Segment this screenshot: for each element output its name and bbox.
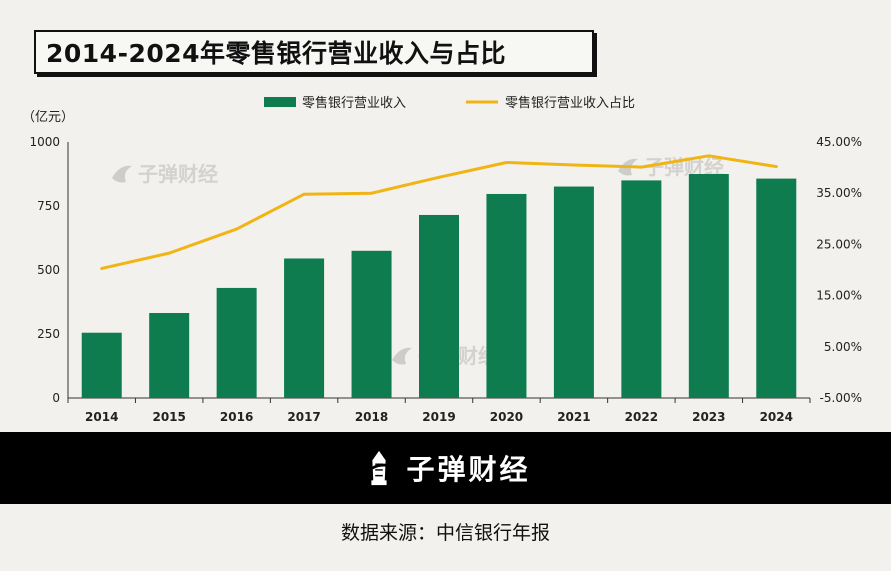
y-right-tick-label: -5.00%: [820, 391, 862, 405]
legend: 零售银行营业收入 零售银行营业收入占比: [264, 95, 635, 111]
share-point-2024: [774, 165, 778, 169]
y-right-tick-label: 15.00%: [816, 289, 862, 303]
share-point-2016: [235, 227, 239, 231]
y-right-tick-label: 45.00%: [816, 135, 862, 149]
bar-2020: [486, 193, 527, 398]
bar-2015: [149, 313, 190, 398]
y-left-tick-label: 500: [37, 263, 60, 277]
bar-2023: [688, 174, 729, 398]
share-point-2022: [639, 165, 643, 169]
x-tick-label: 2014: [85, 410, 118, 424]
legend-label-bar: 零售银行营业收入: [302, 95, 406, 111]
legend-swatch-bar: [264, 97, 296, 107]
x-tick-label: 2020: [490, 410, 523, 424]
share-point-2021: [572, 163, 576, 167]
share-point-2023: [707, 154, 711, 158]
legend-label-line: 零售银行营业收入占比: [505, 95, 635, 111]
y-right-tick-label: 35.00%: [816, 186, 862, 200]
x-tick-label: 2021: [557, 410, 590, 424]
bar-2014: [81, 332, 122, 398]
x-tick-label: 2015: [152, 410, 185, 424]
brand-name: 子弹财经: [406, 453, 531, 486]
y-left-tick-label: 250: [37, 327, 60, 341]
y-left-tick-label: 750: [37, 199, 60, 213]
y-right-axis-labels: -5.00% 5.00% 15.00% 25.00% 35.00% 45.00%: [816, 135, 862, 405]
footer-banner: 子弹财经: [0, 432, 891, 504]
x-tick-label: 2016: [220, 410, 253, 424]
share-point-2019: [437, 175, 441, 179]
bar-2024: [756, 178, 797, 398]
line-series: [100, 154, 778, 270]
share-point-2020: [504, 160, 508, 164]
share-point-2017: [302, 192, 306, 196]
brand: 子弹财经: [360, 448, 530, 488]
data-source: 数据来源：中信银行年报: [340, 522, 550, 544]
x-tick-label: 2017: [287, 410, 320, 424]
bars: [81, 174, 797, 398]
share-point-2014: [100, 266, 104, 270]
y-right-tick-label: 25.00%: [816, 237, 862, 251]
x-tick-label: 2023: [692, 410, 725, 424]
bar-2019: [419, 214, 459, 398]
x-tick-label: 2022: [625, 410, 658, 424]
chart-area: 子弹财经 子弹财经 子弹财经 零售银行营业收入 零售银行营业收入占比 （亿元） …: [22, 95, 862, 424]
svg-text:子弹财经: 子弹财经: [138, 162, 218, 186]
bar-2018: [351, 250, 392, 398]
share-point-2015: [167, 251, 171, 255]
bar-2022: [621, 180, 662, 398]
x-tick-label: 2024: [760, 410, 793, 424]
x-tick-label: 2019: [422, 410, 455, 424]
chart-title-box: 2014-2024年零售银行营业收入与占比: [34, 30, 594, 74]
y-left-tick-label: 0: [52, 391, 60, 405]
x-tick-label: 2018: [355, 410, 388, 424]
y-left-axis-labels: 0 250 500 750 1000: [29, 135, 60, 405]
watermark-top: 子弹财经: [112, 162, 218, 186]
y-axis-unit-label: （亿元）: [22, 110, 74, 125]
chart-title: 2014-2024年零售银行营业收入与占比: [46, 39, 507, 68]
share-point-2018: [370, 191, 374, 195]
y-right-tick-label: 5.00%: [824, 340, 862, 354]
bar-2021: [553, 186, 594, 398]
x-axis-labels: 2014 2015 2016 2017 2018 2019 2020 2021 2022 2023…: [85, 410, 793, 424]
bar-2016: [216, 287, 257, 398]
bar-2017: [284, 258, 325, 398]
y-left-tick-label: 1000: [29, 135, 60, 149]
bullet-logo-icon: [367, 450, 394, 486]
